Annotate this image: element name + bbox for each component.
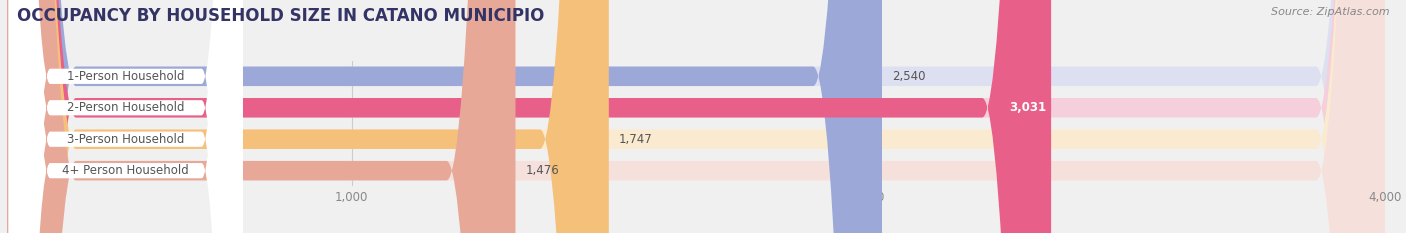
- Text: 1-Person Household: 1-Person Household: [67, 70, 184, 83]
- Text: 1,476: 1,476: [526, 164, 560, 177]
- FancyBboxPatch shape: [7, 0, 609, 233]
- Text: 4+ Person Household: 4+ Person Household: [62, 164, 190, 177]
- FancyBboxPatch shape: [8, 0, 243, 233]
- FancyBboxPatch shape: [7, 0, 516, 233]
- FancyBboxPatch shape: [8, 0, 243, 233]
- Text: 3-Person Household: 3-Person Household: [67, 133, 184, 146]
- Text: OCCUPANCY BY HOUSEHOLD SIZE IN CATANO MUNICIPIO: OCCUPANCY BY HOUSEHOLD SIZE IN CATANO MU…: [17, 7, 544, 25]
- FancyBboxPatch shape: [7, 0, 1385, 233]
- FancyBboxPatch shape: [7, 0, 1385, 233]
- Text: 3,031: 3,031: [1010, 101, 1046, 114]
- Text: 2-Person Household: 2-Person Household: [67, 101, 184, 114]
- Text: 2,540: 2,540: [893, 70, 925, 83]
- FancyBboxPatch shape: [7, 0, 1052, 233]
- FancyBboxPatch shape: [7, 0, 1385, 233]
- Text: 1,747: 1,747: [619, 133, 652, 146]
- FancyBboxPatch shape: [7, 0, 882, 233]
- FancyBboxPatch shape: [8, 0, 243, 233]
- FancyBboxPatch shape: [8, 0, 243, 233]
- Text: Source: ZipAtlas.com: Source: ZipAtlas.com: [1271, 7, 1389, 17]
- FancyBboxPatch shape: [7, 0, 1385, 233]
